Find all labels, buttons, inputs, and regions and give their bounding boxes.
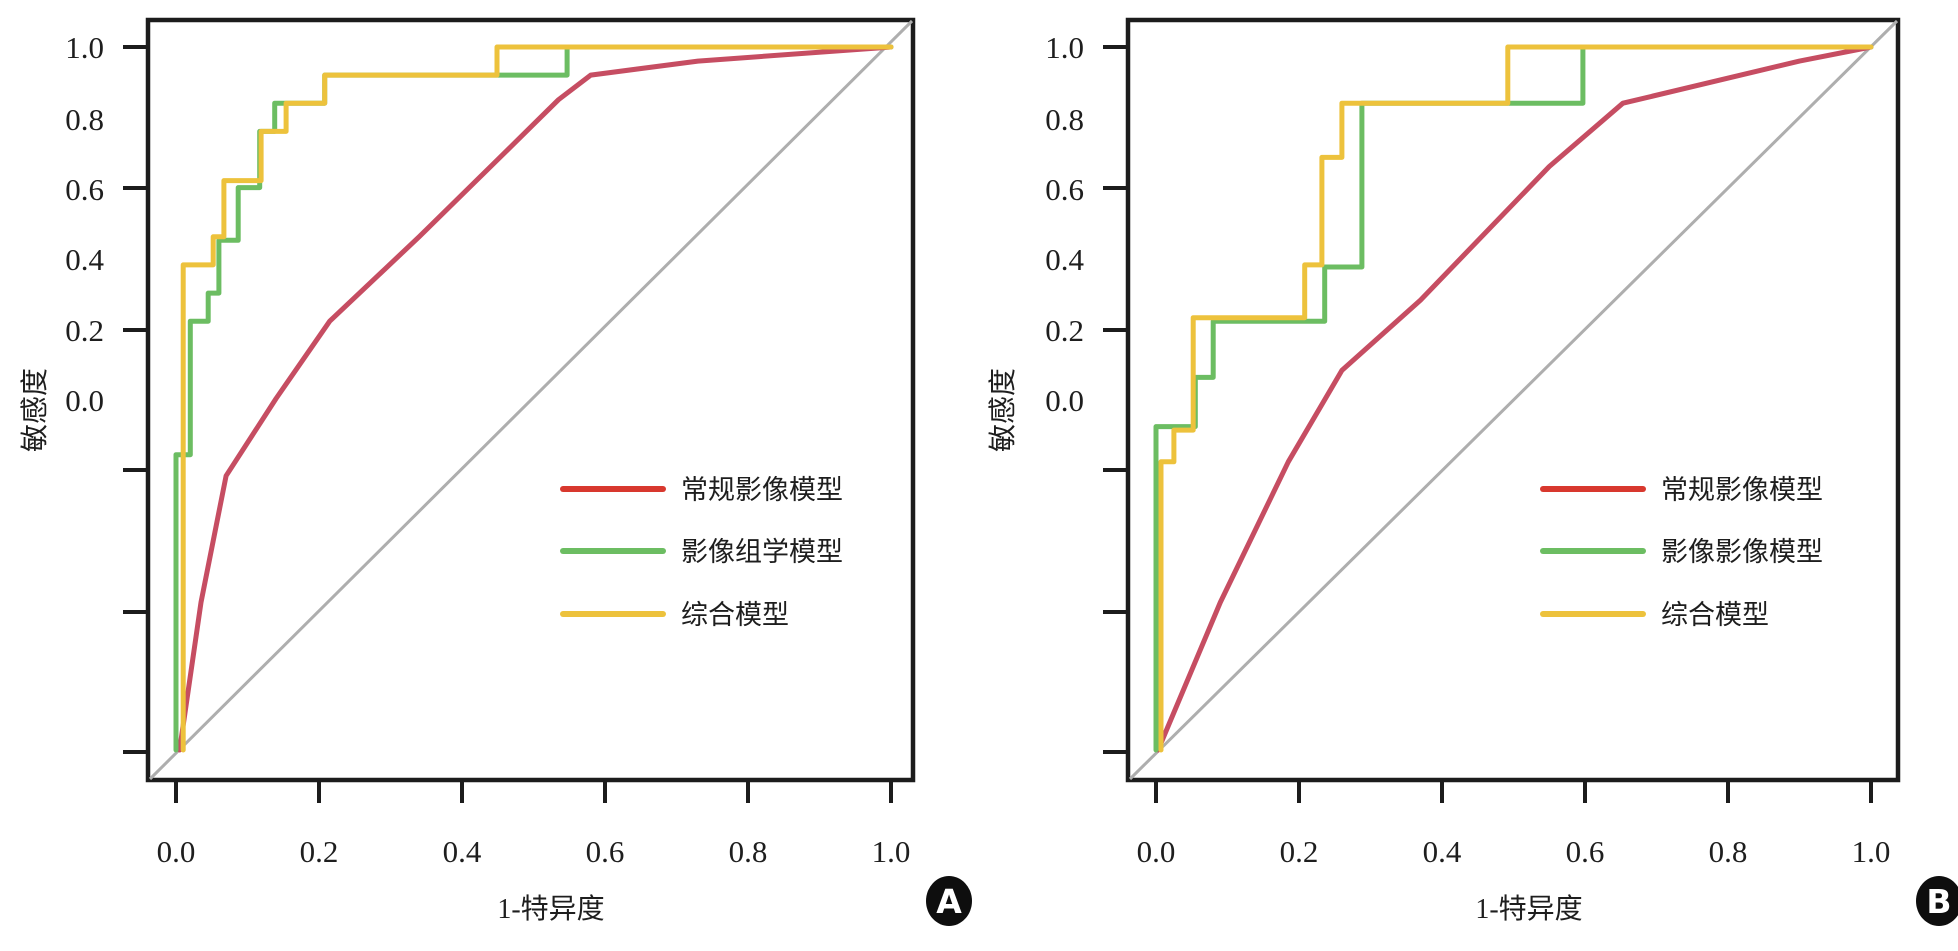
y-tick-label-B-0.2: 0.2 (1045, 313, 1084, 348)
roc-curve-A-1 (177, 44, 894, 753)
y-tick-label-A-0.0: 0.0 (65, 383, 104, 418)
legend-label-B-3: 综合模型 (1661, 600, 1769, 630)
y-axis-title-B: 敏感度 (987, 368, 1019, 452)
x-tick-label-B-0.2: 0.2 (1280, 834, 1319, 869)
y-tick-label-A-0.6: 0.6 (65, 172, 104, 207)
plot-box-B (1125, 17, 1901, 783)
x-tick-label-A-0.0: 0.0 (157, 834, 196, 869)
roc-curve-A-3 (180, 44, 894, 753)
legend-label-A-1: 常规影像模型 (681, 475, 843, 505)
x-tick-label-B-0.8: 0.8 (1709, 834, 1748, 869)
y-tick-label-A-0.2: 0.2 (65, 313, 104, 348)
panel-badge-letter-A: A (936, 882, 962, 921)
legend-label-B-1: 常规影像模型 (1661, 475, 1823, 505)
y-tick-label-A-0.4: 0.4 (65, 242, 104, 277)
y-tick-label-A-0.8: 0.8 (65, 102, 104, 137)
x-tick-label-A-0.2: 0.2 (300, 834, 339, 869)
roc-curve-B-1 (1155, 44, 1874, 753)
x-tick-label-B-1.0: 1.0 (1852, 834, 1891, 869)
y-tick-label-B-1.0: 1.0 (1045, 30, 1084, 65)
x-tick-label-A-0.4: 0.4 (443, 834, 482, 869)
roc-curve-B-3 (1158, 44, 1874, 753)
panel-badge-letter-B: B (1926, 882, 1951, 921)
x-axis-title-A: 1-特异度 (497, 893, 604, 925)
y-axis-title-A: 敏感度 (19, 368, 51, 452)
x-tick-label-B-0.6: 0.6 (1566, 834, 1605, 869)
y-tick-label-B-0.6: 0.6 (1045, 172, 1084, 207)
x-axis-title-B: 1-特异度 (1475, 893, 1582, 925)
y-tick-label-A-1.0: 1.0 (65, 30, 104, 65)
diagonal-reference-B (1128, 19, 1899, 781)
x-tick-label-B-0.0: 0.0 (1137, 834, 1176, 869)
x-tick-label-B-0.4: 0.4 (1423, 834, 1462, 869)
legend-label-A-2: 影像组学模型 (681, 537, 843, 567)
x-tick-label-A-1.0: 1.0 (872, 834, 911, 869)
plot-box-A (145, 17, 916, 783)
x-tick-label-A-0.8: 0.8 (729, 834, 768, 869)
y-tick-label-B-0.4: 0.4 (1045, 242, 1084, 277)
legend-label-A-3: 综合模型 (681, 600, 789, 630)
y-tick-label-B-0.8: 0.8 (1045, 102, 1084, 137)
y-tick-label-B-0.0: 0.0 (1045, 383, 1084, 418)
panel-badge-circle-A (926, 876, 972, 926)
diagonal-reference-A (148, 19, 914, 781)
legend-label-B-2: 影像影像模型 (1661, 537, 1823, 567)
panel-badge-circle-B (1916, 876, 1958, 926)
x-tick-label-A-0.6: 0.6 (586, 834, 625, 869)
